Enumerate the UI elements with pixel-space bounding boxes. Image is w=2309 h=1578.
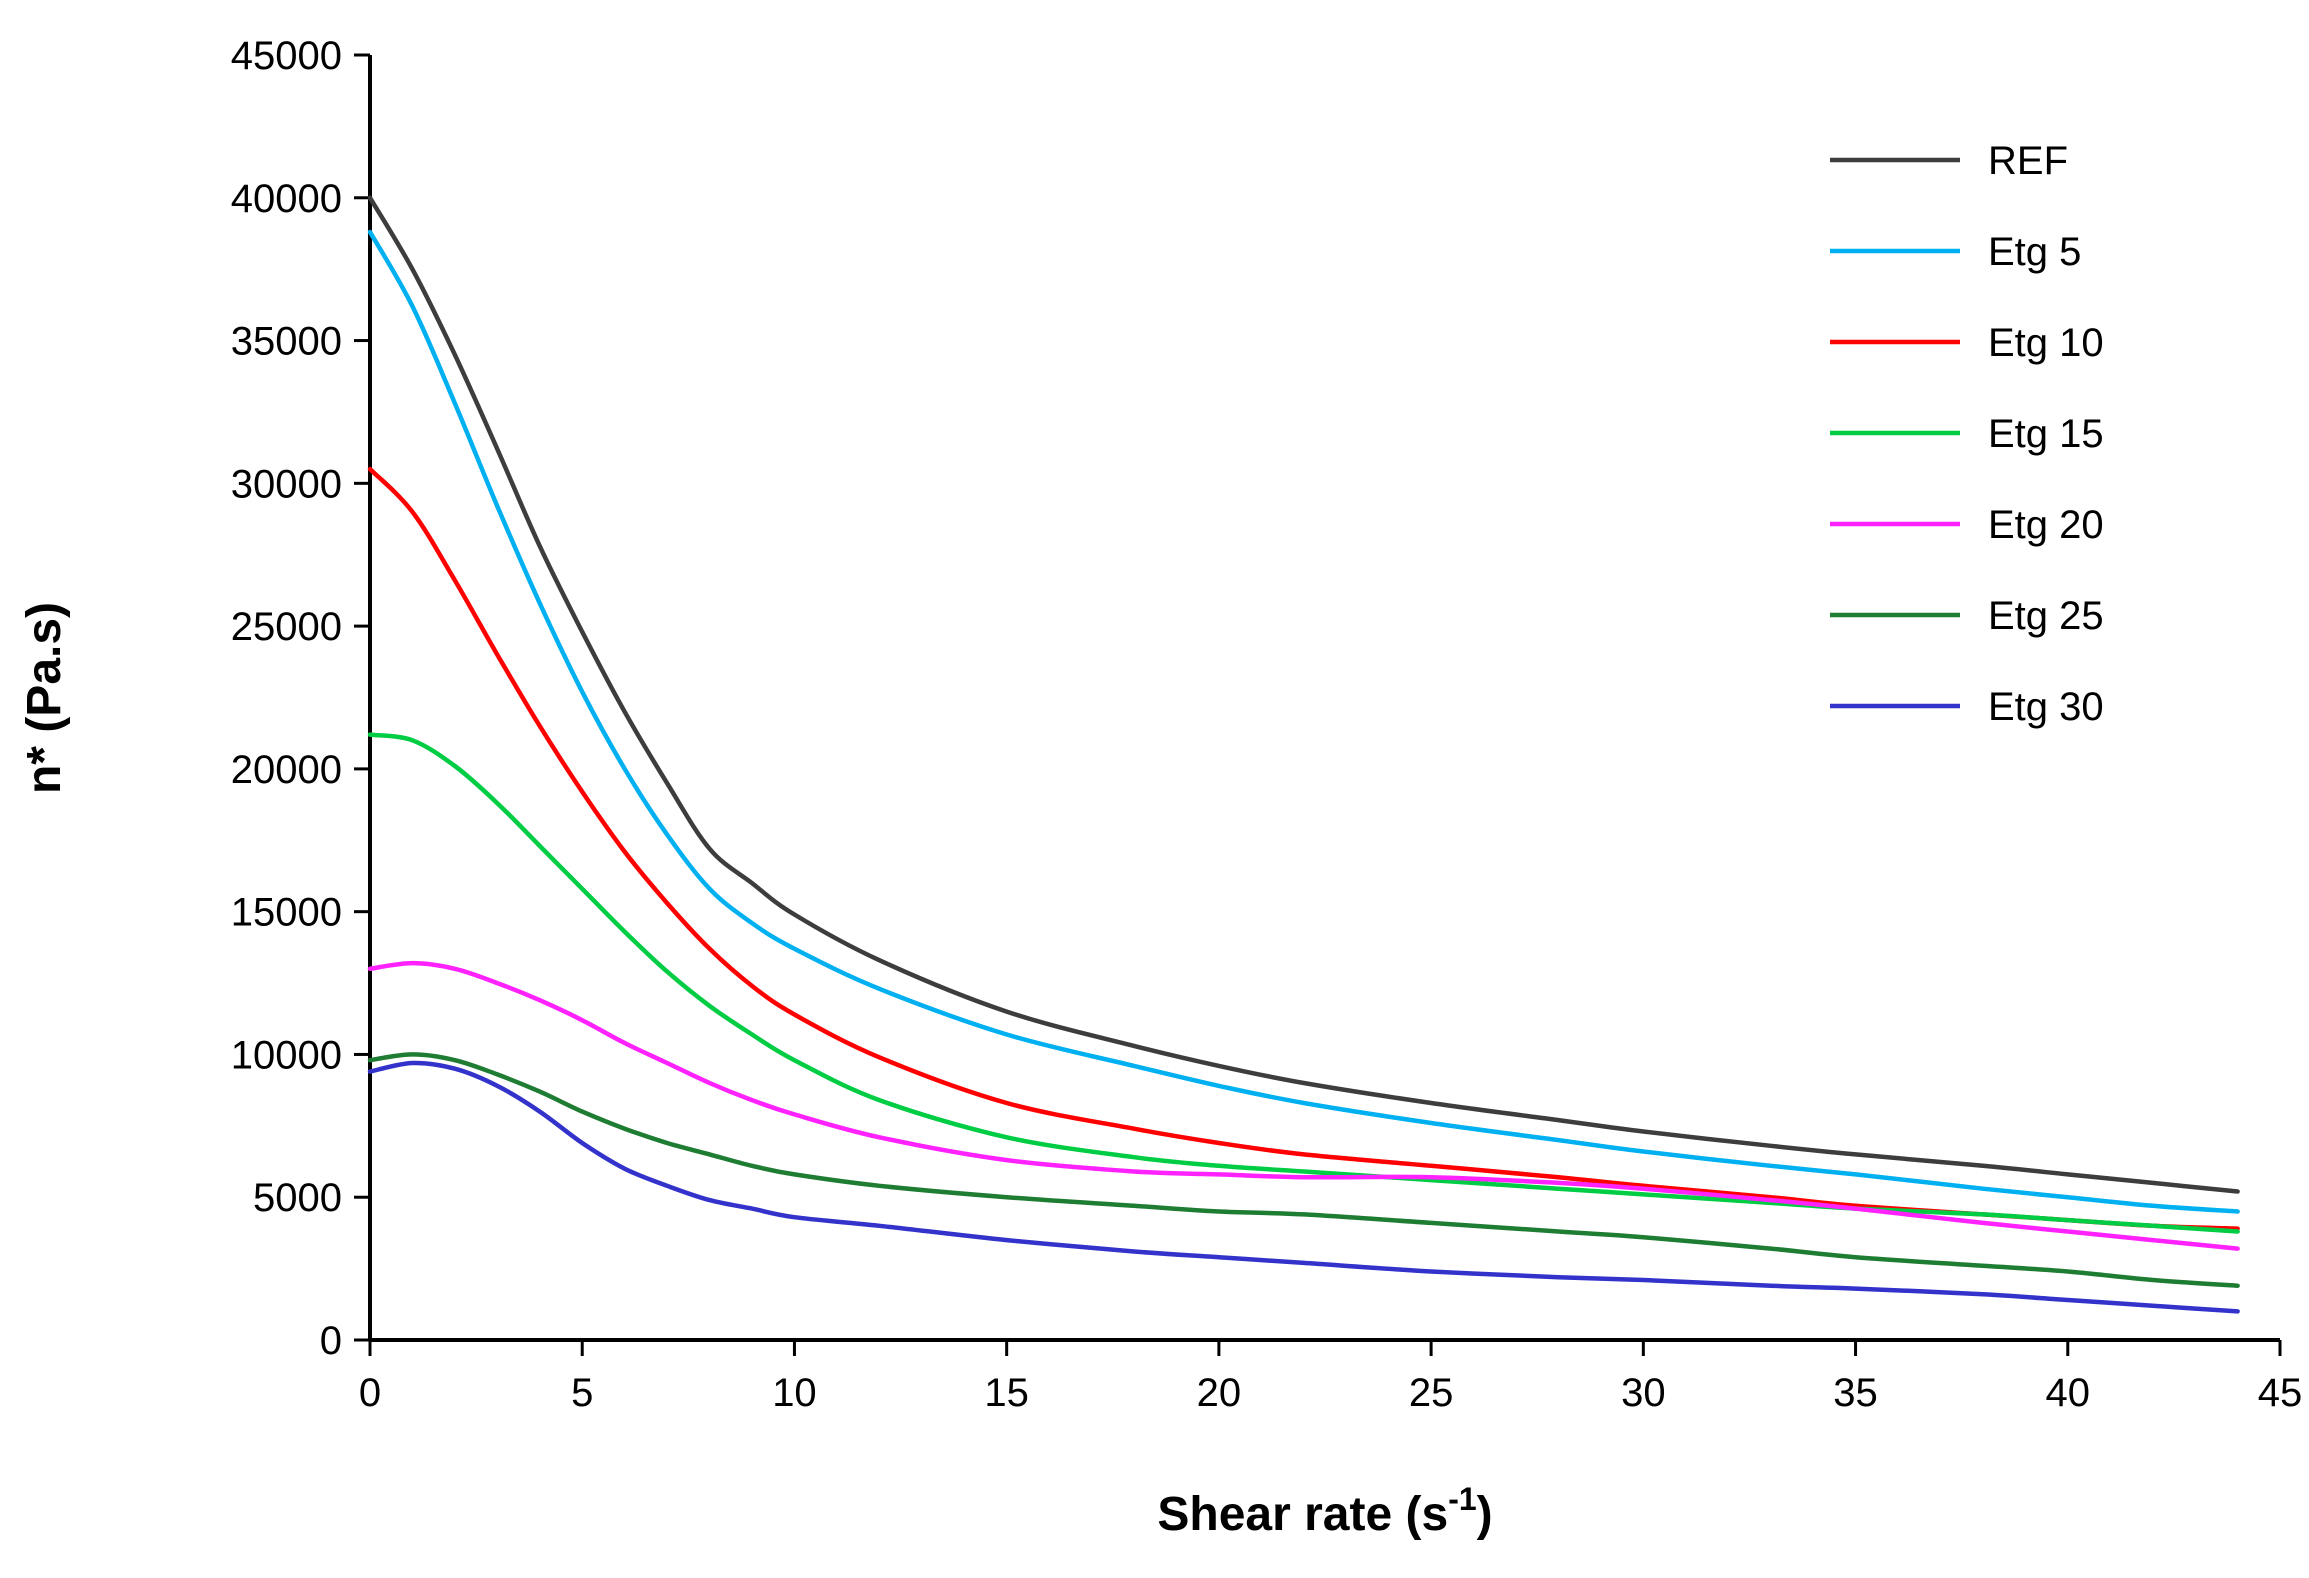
y-tick-label: 30000 (231, 462, 342, 506)
curve-ref (367, 195, 2240, 1194)
curve-etg-30 (367, 1060, 2240, 1314)
legend-item-etg-15: Etg 15 (1830, 412, 2104, 456)
legend-label-etg-10: Etg 10 (1988, 321, 2104, 365)
x-tick-label: 10 (772, 1371, 817, 1415)
series-curves (367, 195, 2240, 1314)
axes: 0 5000 10000 15000 20000 25000 30000 35000 40000… (231, 34, 2302, 1415)
x-tick-label: 40 (2046, 1371, 2091, 1415)
x-tick-label: 0 (359, 1371, 381, 1415)
y-tick-label: 15000 (231, 891, 342, 935)
y-tick-label: 0 (320, 1319, 342, 1363)
legend-label-etg-25: Etg 25 (1988, 594, 2104, 638)
legend-item-etg-30: Etg 30 (1830, 685, 2104, 729)
legend-item-etg-25: Etg 25 (1830, 594, 2104, 638)
legend: REF Etg 5 Etg 10 Etg 15 Etg 20 Etg 25 Etg 30 (1830, 139, 2104, 729)
x-tick-label: 35 (1833, 1371, 1878, 1415)
legend-label-etg-20: Etg 20 (1988, 503, 2104, 547)
legend-label-etg-15: Etg 15 (1988, 412, 2104, 456)
legend-item-ref: REF (1830, 139, 2068, 183)
legend-item-etg-20: Etg 20 (1830, 503, 2104, 547)
x-tick-label: 15 (984, 1371, 1029, 1415)
y-axis-title: n* (Pa.s) (18, 602, 71, 794)
x-tick-label: 30 (1621, 1371, 1666, 1415)
y-tick-label: 20000 (231, 748, 342, 792)
curve-etg-25 (367, 1052, 2240, 1288)
legend-label-ref: REF (1988, 139, 2068, 183)
x-tick-label: 25 (1409, 1371, 1454, 1415)
y-tick-label: 10000 (231, 1033, 342, 1077)
curve-etg-5 (367, 229, 2240, 1214)
curve-etg-20 (367, 960, 2240, 1251)
x-axis-title: Shear rate (s-1) (1157, 1481, 1492, 1541)
legend-label-etg-5: Etg 5 (1988, 230, 2081, 274)
y-tick-label: 40000 (231, 177, 342, 221)
legend-label-etg-30: Etg 30 (1988, 685, 2104, 729)
x-tick-label: 20 (1197, 1371, 1242, 1415)
x-tick-label: 45 (2258, 1371, 2303, 1415)
legend-item-etg-5: Etg 5 (1830, 230, 2081, 274)
y-tick-label: 25000 (231, 605, 342, 649)
x-tick-label: 5 (571, 1371, 593, 1415)
y-tick-label: 45000 (231, 34, 342, 78)
legend-item-etg-10: Etg 10 (1830, 321, 2104, 365)
curve-etg-10 (367, 466, 2240, 1231)
y-tick-label: 5000 (253, 1176, 342, 1220)
y-tick-label: 35000 (231, 320, 342, 364)
